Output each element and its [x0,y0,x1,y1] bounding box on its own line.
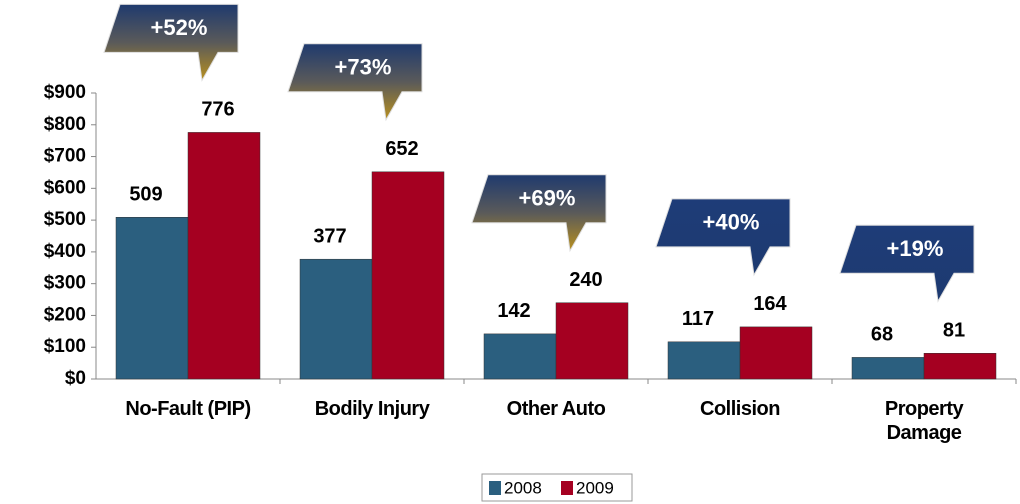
x-tick-label: Other Auto [506,398,606,420]
y-tick-label: $800 [44,114,86,135]
bar [483,333,557,380]
y-tick-label: $900 [44,82,86,103]
x-tick-label: Collision [700,398,780,420]
data-label: 509 [129,184,162,206]
callout [655,198,791,277]
bar [115,217,189,380]
data-label: 117 [682,308,714,330]
legend-label: 2008 [504,478,542,497]
bar [667,341,741,380]
bar [555,302,629,380]
y-tick-label: $100 [44,336,86,357]
data-label: 776 [201,99,234,121]
callout [103,3,239,82]
y-tick-label: $0 [65,368,86,389]
data-label: 377 [313,225,346,247]
data-label: 81 [943,320,965,342]
x-tick-label: No-Fault (PIP) [125,398,251,420]
y-tick-label: $700 [44,146,86,167]
data-label: 68 [871,324,893,346]
legend-swatch [489,481,501,495]
y-tick-label: $600 [44,177,86,198]
annotation: +40% [703,210,760,235]
data-label: 652 [385,138,418,160]
callout [287,43,423,122]
y-tick-label: $500 [44,209,86,230]
bar [371,171,445,380]
callout [471,174,607,253]
legend-label: 2009 [576,478,614,497]
y-tick-label: $300 [44,273,86,294]
data-label: 240 [569,269,602,291]
annotation: +52% [151,15,208,40]
x-tick-label: Property Damage [884,398,964,444]
legend-swatch [561,481,573,495]
bar [739,326,813,380]
y-tick-label: $200 [44,304,86,325]
annotation: +19% [887,236,944,261]
data-label: 142 [497,300,530,322]
annotation: +73% [335,55,392,80]
y-tick-label: $400 [44,241,86,262]
bar [851,357,925,380]
bar [187,132,261,380]
x-tick-label: Bodily Injury [314,398,430,420]
callout [839,224,975,303]
legend-box [481,473,633,502]
annotation: +69% [519,186,576,211]
bar [923,353,997,380]
data-label: 164 [753,293,787,315]
bar [299,258,373,380]
